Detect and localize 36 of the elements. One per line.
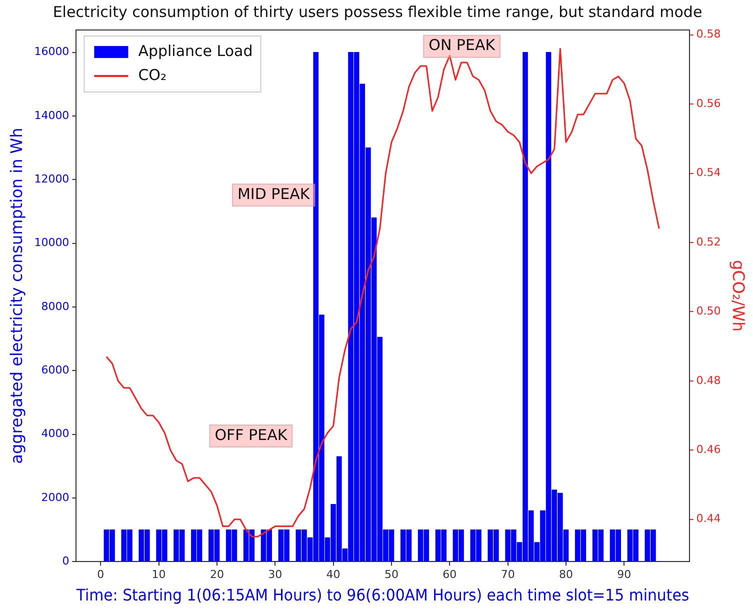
x-tick-label: 50 — [384, 568, 398, 582]
y2-tick-label: 0.50 — [696, 304, 721, 318]
x-tick-label: 70 — [500, 568, 515, 582]
y2-tick-label: 0.54 — [696, 166, 721, 180]
y-tick-label: 14000 — [34, 108, 70, 122]
y2-tick-label: 0.58 — [696, 28, 721, 41]
x-tick-label: 80 — [558, 568, 573, 582]
y-tick-label: 10000 — [34, 236, 70, 250]
y-tick-label: 8000 — [41, 300, 70, 313]
x-tick-label: 0 — [97, 568, 104, 582]
y2-tick-label: 0.56 — [696, 96, 721, 110]
y-axis-title: aggregated electricity consumption in Wh — [6, 128, 26, 464]
legend-label: CO₂ — [138, 66, 166, 84]
y2-axis-title: gCO₂/Wh — [729, 260, 748, 332]
chart-title: Electricity consumption of thirty users possess flexible time range, but standard mode — [52, 2, 702, 21]
annotation: ON PEAK — [428, 36, 496, 54]
x-tick-label: 10 — [152, 568, 166, 582]
annotation: MID PEAK — [237, 185, 311, 204]
y-tick-label: 6000 — [41, 363, 70, 376]
y-tick-label: 0 — [62, 554, 70, 568]
y2-tick-label: 0.52 — [696, 235, 721, 248]
y2-tick-label: 0.44 — [696, 512, 721, 526]
x-tick-label: 20 — [210, 568, 224, 582]
x-tick-label: 60 — [442, 568, 457, 582]
y-tick-label: 12000 — [34, 172, 70, 186]
legend-label: Appliance Load — [138, 42, 253, 60]
y-tick-label: 16000 — [34, 45, 70, 58]
x-axis-title: Time: Starting 1(06:15AM Hours) to 96(6:00AM Hours) each time slot=15 minutes — [75, 586, 690, 605]
y-tick-label: 2000 — [41, 490, 70, 504]
y2-tick-label: 0.46 — [696, 443, 721, 456]
y-tick-label: 4000 — [41, 427, 70, 440]
x-tick-label: 90 — [617, 568, 632, 582]
x-tick-label: 40 — [326, 568, 340, 582]
y2-tick-label: 0.48 — [696, 374, 721, 387]
x-tick-label: 30 — [268, 568, 282, 582]
annotation: OFF PEAK — [214, 426, 288, 444]
